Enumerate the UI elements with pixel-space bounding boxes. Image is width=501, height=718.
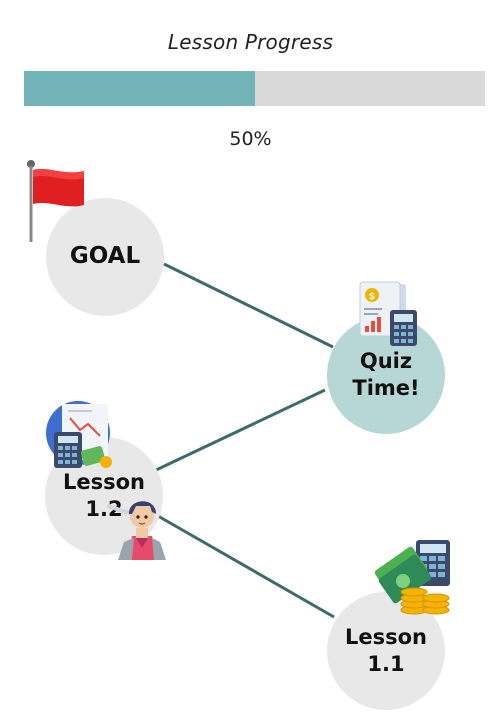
report-calculator-icon: $	[359, 281, 417, 346]
page-title: Lesson Progress	[167, 30, 334, 54]
node-quiz-label: Quiz Time!	[352, 348, 420, 400]
warrior-character-icon	[106, 501, 166, 560]
finance-calculator-icon	[46, 401, 112, 468]
node-goal-label: GOAL	[69, 243, 141, 270]
progress-fill	[24, 71, 255, 106]
path-line-quiz-lesson12	[153, 388, 326, 473]
path-line-lesson12-lesson11	[157, 514, 335, 619]
path-line-goal-quiz	[163, 262, 334, 349]
node-goal[interactable]: GOAL	[46, 198, 164, 316]
svg-text:$: $	[369, 292, 375, 302]
progress-percent: 50%	[229, 128, 272, 150]
node-lesson-1-1-label: Lesson 1.1	[344, 624, 427, 676]
progress-bar	[24, 71, 485, 106]
money-calculator-icon	[374, 540, 450, 615]
flag-icon	[27, 160, 84, 242]
